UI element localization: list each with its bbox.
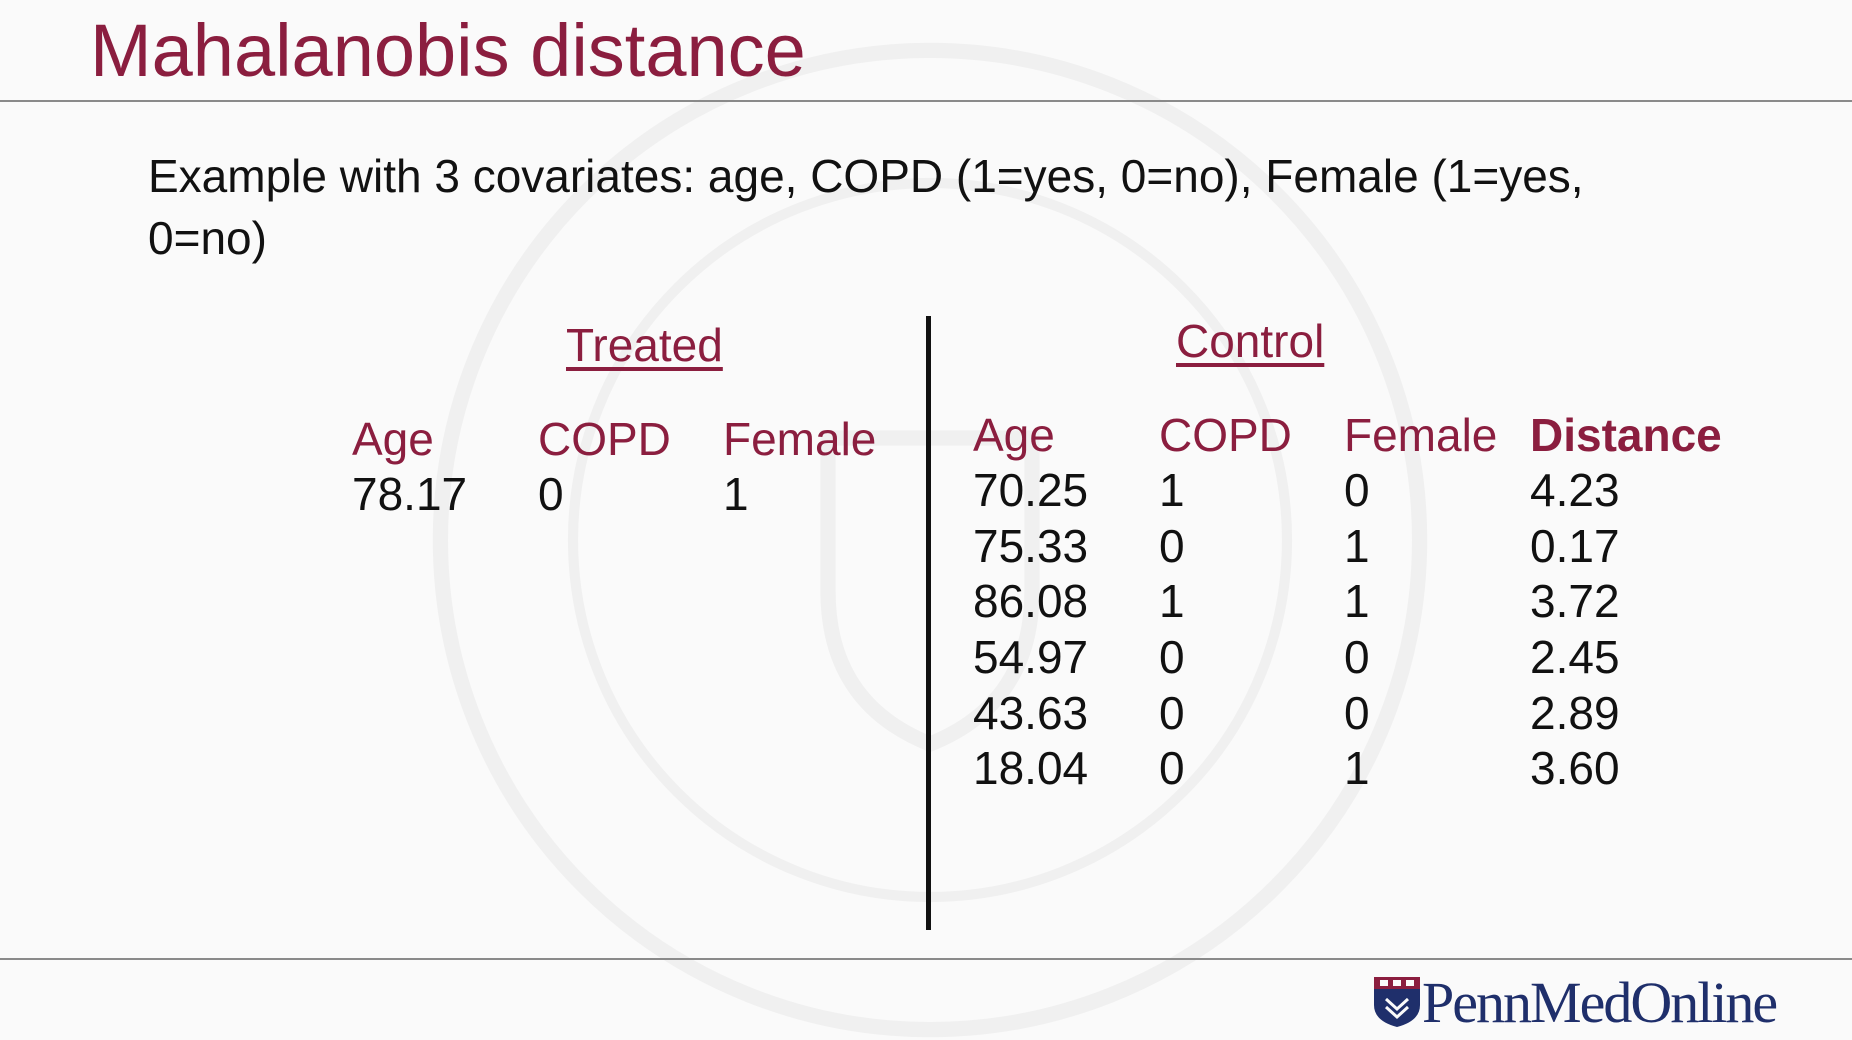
control-cell: 18.04 (973, 742, 1089, 794)
control-cell: 86.08 (973, 575, 1089, 627)
penn-shield-icon (1374, 977, 1420, 1027)
control-cell: 0 (1159, 631, 1185, 683)
control-cell: 54.97 (973, 631, 1089, 683)
intro-text: Example with 3 covariates: age, COPD (1=… (148, 150, 1584, 264)
control-cell: 1 (1344, 575, 1370, 627)
control-cell-distance: 4.23 (1530, 464, 1620, 516)
footer-divider (0, 958, 1852, 960)
treated-cell-female: 1 (723, 468, 749, 520)
control-cell: 1 (1159, 464, 1185, 516)
control-cell-distance: 2.45 (1530, 631, 1620, 683)
control-cell: 0 (1344, 631, 1370, 683)
treated-header-female: Female (723, 413, 877, 465)
control-group-label: Control (1176, 315, 1325, 367)
control-cell: 75.33 (973, 520, 1089, 572)
control-header-distance: Distance (1530, 409, 1722, 461)
treated-header-copd: COPD (538, 413, 671, 465)
control-header-copd: COPD (1159, 409, 1292, 461)
control-cell: 43.63 (973, 687, 1089, 739)
control-cell: 0 (1344, 464, 1370, 516)
treated-group-label: Treated (566, 319, 723, 371)
control-cell: 0 (1159, 687, 1185, 739)
control-header-age: Age (973, 409, 1055, 461)
slide-title: Mahalanobis distance (90, 9, 806, 92)
control-cell: 1 (1159, 575, 1185, 627)
control-cell-distance: 3.72 (1530, 575, 1620, 627)
treated-cell-copd: 0 (538, 468, 564, 520)
treated-cell-age: 78.17 (352, 468, 468, 520)
control-cell-distance: 3.60 (1530, 742, 1620, 794)
control-cell-distance: 0.17 (1530, 520, 1620, 572)
control-cell-distance: 2.89 (1530, 687, 1620, 739)
control-cell: 0 (1159, 742, 1185, 794)
logo-text: PennMedOnline (1422, 969, 1778, 1035)
control-cell: 0 (1159, 520, 1185, 572)
pennmedonline-logo: PennMedOnline (1372, 970, 1778, 1035)
control-header-female: Female (1344, 409, 1498, 461)
control-cell: 70.25 (973, 464, 1089, 516)
group-divider (926, 316, 931, 930)
control-cell: 1 (1344, 742, 1370, 794)
control-cell: 1 (1344, 520, 1370, 572)
control-cell: 0 (1344, 687, 1370, 739)
treated-header-age: Age (352, 413, 434, 465)
title-divider (0, 100, 1852, 102)
